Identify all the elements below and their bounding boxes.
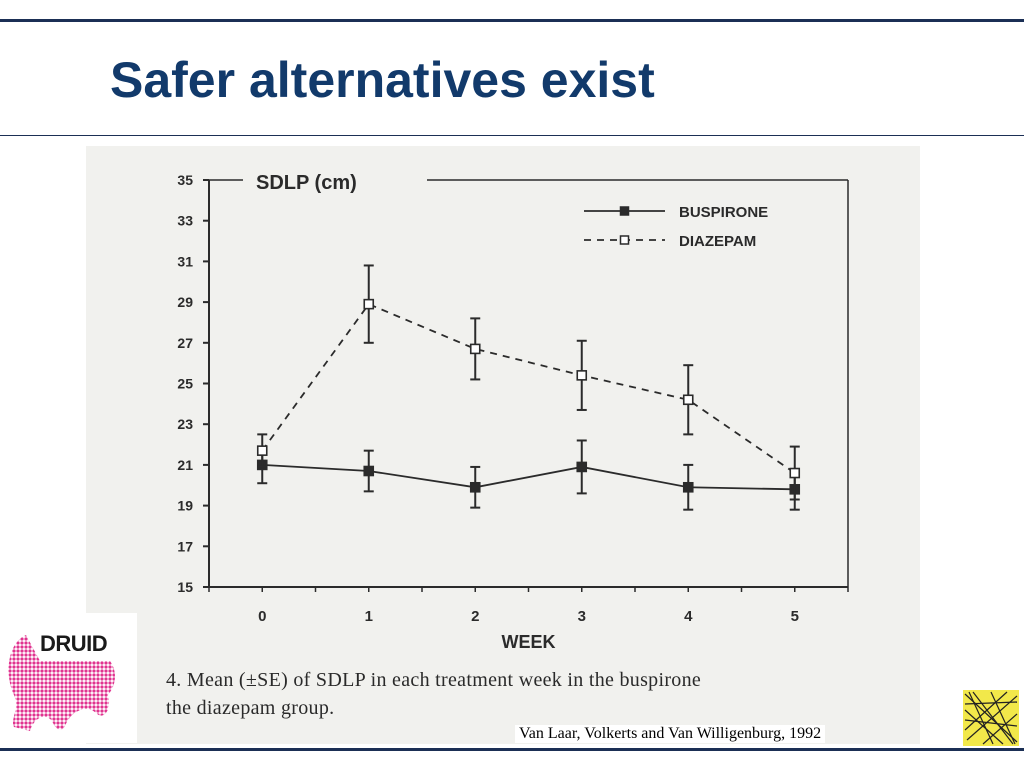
top-rule <box>0 19 1024 22</box>
y-tick-label: 17 <box>177 538 193 554</box>
slide-title: Safer alternatives exist <box>110 52 655 108</box>
data-point <box>256 445 268 456</box>
y-tick-label: 27 <box>177 335 193 351</box>
x-tick-label: 3 <box>578 608 586 625</box>
x-tick-label: 1 <box>365 608 373 625</box>
legend-marker <box>619 235 630 245</box>
chart-title: SDLP (cm) <box>256 172 357 194</box>
data-point <box>469 481 481 493</box>
data-point <box>682 481 694 493</box>
druid-logo: DRUID <box>0 613 137 743</box>
x-tick-label: 5 <box>791 608 799 625</box>
y-tick-label: 35 <box>177 172 193 188</box>
series-buspirone <box>256 439 801 511</box>
legend-label: BUSPIRONE <box>679 204 768 221</box>
legend-label: DIAZEPAM <box>679 233 756 250</box>
data-point <box>363 465 375 477</box>
data-point <box>682 394 694 406</box>
title-rule <box>0 135 1024 136</box>
bottom-rule <box>0 748 1024 751</box>
druid-logo-icon <box>8 635 116 731</box>
caption-line-1: 4. Mean (±SE) of SDLP in each treatment … <box>166 669 702 691</box>
citation: Van Laar, Volkerts and Van Willigenburg,… <box>515 725 826 743</box>
data-point <box>363 298 375 310</box>
y-tick-label: 19 <box>177 498 193 514</box>
data-point <box>469 343 481 355</box>
druid-logo-text: DRUID <box>40 631 108 656</box>
x-tick-label: 0 <box>258 608 266 625</box>
caption-line-2: the diazepam group. <box>166 697 335 719</box>
x-axis-label: WEEK <box>502 632 556 652</box>
y-tick-label: 31 <box>177 253 193 269</box>
data-point <box>576 461 588 473</box>
legend-marker <box>619 206 630 216</box>
data-point <box>576 370 588 381</box>
data-point <box>789 467 801 479</box>
scanned-figure: SDLP (cm) 15 17 19 21 23 25 27 29 31 33 35 0 1 2 3 4 5 WEE… <box>86 146 920 744</box>
crosshatch-emblem-icon <box>963 690 1019 746</box>
series-line <box>262 464 795 491</box>
legend: BUSPIRONE DIAZEPAM <box>584 204 768 250</box>
figure-caption: 4. Mean (±SE) of SDLP in each treatment … <box>166 666 920 722</box>
series-line <box>261 303 796 474</box>
y-tick-label: 29 <box>177 294 193 310</box>
y-tick-label: 23 <box>177 416 193 432</box>
x-tick-label: 4 <box>684 608 693 625</box>
y-tick-label: 21 <box>177 457 193 473</box>
y-tick-label: 25 <box>177 376 193 392</box>
x-tick-label: 2 <box>471 608 479 625</box>
series-diazepam <box>256 264 801 501</box>
y-tick-label: 33 <box>177 213 193 229</box>
y-tick-label: 15 <box>177 579 193 595</box>
